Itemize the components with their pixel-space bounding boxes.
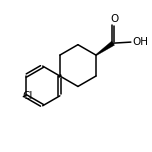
Text: Cl: Cl [23, 91, 33, 101]
Text: O: O [110, 14, 118, 24]
Polygon shape [96, 41, 115, 56]
Text: OH: OH [133, 37, 149, 47]
